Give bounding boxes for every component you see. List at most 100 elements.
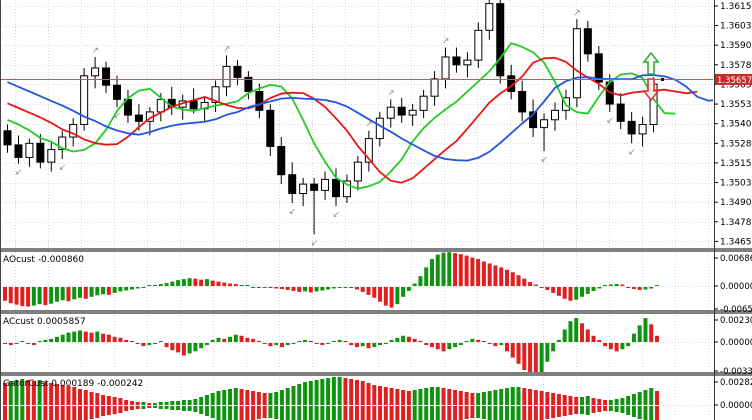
histogram-bar	[626, 343, 631, 347]
panel-divider[interactable]	[0, 372, 752, 376]
gator-bar-up	[631, 394, 636, 405]
gator-bar-up	[626, 396, 631, 405]
histogram-bar	[464, 340, 469, 342]
gator-bar-down	[406, 406, 411, 420]
gator-bar-up	[308, 381, 313, 405]
histogram-bar	[112, 336, 117, 342]
gator-bar-down	[429, 406, 434, 420]
gator-bar-up	[285, 388, 290, 405]
gator-bar-up	[580, 397, 584, 405]
histogram-bar	[72, 331, 77, 342]
histogram-bar	[418, 276, 423, 286]
fractal-down-icon: ↙	[114, 111, 122, 121]
histogram-bar	[314, 287, 319, 292]
histogram-bar	[481, 261, 486, 286]
gator-bar-down	[504, 406, 509, 420]
gator-bar-up	[389, 388, 394, 405]
gator-bar-down	[366, 406, 371, 420]
gator-bar-down	[135, 406, 140, 409]
gator-bar-down	[256, 406, 261, 419]
price-label: 1.35155	[720, 159, 752, 169]
gator-bar-down	[453, 406, 458, 420]
histogram-bar	[279, 287, 284, 289]
histogram-bar	[378, 343, 383, 346]
gator-bar-down	[72, 406, 77, 420]
gator-bar-down	[66, 406, 71, 420]
gator-bar-up	[539, 391, 544, 405]
gator-bar-down	[343, 406, 348, 420]
current-price-badge	[715, 73, 752, 85]
last-price-dot	[661, 77, 665, 81]
histogram-bar	[585, 329, 590, 342]
histogram-bar	[406, 336, 411, 342]
panel-divider[interactable]	[0, 310, 752, 314]
histogram-bar	[193, 278, 198, 286]
histogram-bar	[631, 287, 636, 289]
gator-bar-down	[493, 406, 498, 420]
gator-bar-down	[412, 406, 417, 420]
histogram-bar	[43, 339, 48, 342]
histogram-bar	[435, 343, 440, 350]
gator-bar-down	[614, 406, 619, 412]
histogram-bar	[95, 331, 100, 342]
histogram-bar	[262, 343, 267, 345]
histogram-bar	[320, 287, 325, 291]
gator-bar-down	[31, 406, 36, 420]
price-label: 1.36155	[720, 2, 752, 12]
histogram-bar	[297, 287, 302, 292]
panel-divider[interactable]	[0, 248, 752, 252]
gator-bar-up	[608, 400, 613, 405]
histogram-bar	[124, 339, 129, 342]
histogram-bar	[245, 337, 250, 342]
candle-body	[58, 136, 67, 151]
gator-bar-down	[447, 406, 452, 420]
gator-bar-up	[314, 380, 319, 405]
gator-bar-down	[216, 406, 221, 420]
histogram-bar	[510, 272, 515, 286]
histogram-bar	[106, 287, 111, 295]
gator-bar-down	[383, 406, 388, 420]
histogram-bar	[389, 287, 394, 308]
histogram-bar	[303, 339, 308, 342]
gator-bar-up	[164, 402, 169, 405]
histogram-bar	[481, 340, 486, 342]
indicator-panel-2[interactable]	[3, 318, 660, 377]
gator-bar-up	[603, 400, 608, 405]
ma-line-lips	[7, 42, 676, 190]
candle-body	[386, 106, 395, 119]
gator-bar-up	[343, 378, 348, 405]
main-chart[interactable]: ↗↗↗↗↗↗↗↙↙↙↙↙↙↙↙↙	[0, 0, 719, 248]
indicator-panel-1[interactable]	[3, 252, 660, 308]
histogram-bar	[470, 257, 475, 286]
histogram-bar	[545, 343, 550, 362]
gator-bar-up	[158, 402, 163, 405]
histogram-bar	[193, 343, 198, 352]
histogram-bar	[418, 340, 423, 342]
gator-bar-up	[470, 393, 475, 405]
gator-bar-down	[308, 406, 313, 420]
gator-bar-down	[354, 406, 359, 420]
histogram-bar	[591, 335, 596, 342]
gator-bar-down	[331, 406, 336, 420]
histogram-bar	[314, 343, 319, 345]
indicator-panel-3[interactable]	[3, 377, 660, 420]
histogram-bar	[78, 330, 83, 342]
candle-body	[321, 178, 330, 191]
histogram-bar	[458, 343, 463, 346]
histogram-bar	[187, 343, 192, 354]
gator-bar-up	[395, 389, 400, 405]
histogram-bar	[504, 269, 509, 286]
price-label: 1.35405	[720, 120, 752, 130]
histogram-bar	[8, 343, 13, 346]
gator-bar-down	[649, 406, 654, 420]
candle-body	[189, 100, 198, 110]
histogram-bar	[343, 340, 348, 342]
gator-bar-up	[78, 389, 83, 405]
candle-body	[551, 109, 559, 121]
gator-bar-down	[124, 406, 129, 411]
gator-bar-up	[562, 395, 567, 405]
histogram-bar	[164, 343, 169, 348]
gator-bar-down	[95, 406, 100, 418]
